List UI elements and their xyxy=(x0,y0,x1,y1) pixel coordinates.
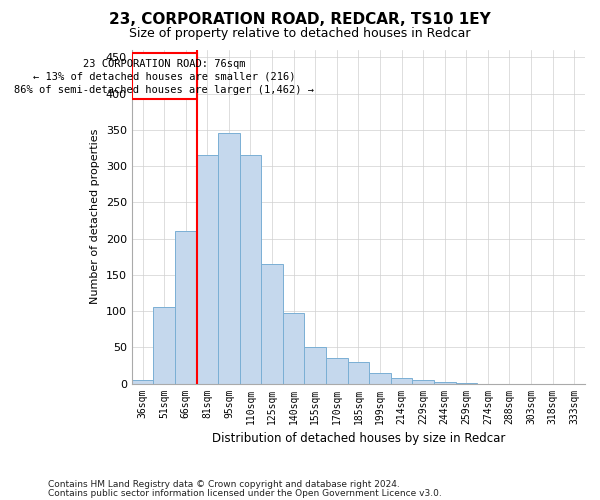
Y-axis label: Number of detached properties: Number of detached properties xyxy=(90,129,100,304)
Bar xyxy=(239,155,261,384)
Bar xyxy=(347,362,369,384)
Bar xyxy=(412,380,434,384)
Bar xyxy=(434,382,455,384)
Text: Size of property relative to detached houses in Redcar: Size of property relative to detached ho… xyxy=(129,28,471,40)
X-axis label: Distribution of detached houses by size in Redcar: Distribution of detached houses by size … xyxy=(212,432,505,445)
Text: 86% of semi-detached houses are larger (1,462) →: 86% of semi-detached houses are larger (… xyxy=(14,85,314,95)
Bar xyxy=(175,232,197,384)
Bar xyxy=(391,378,412,384)
Text: Contains HM Land Registry data © Crown copyright and database right 2024.: Contains HM Land Registry data © Crown c… xyxy=(48,480,400,489)
Text: ← 13% of detached houses are smaller (216): ← 13% of detached houses are smaller (21… xyxy=(33,72,295,82)
Bar xyxy=(132,380,154,384)
Bar xyxy=(369,372,391,384)
FancyBboxPatch shape xyxy=(132,53,197,98)
Bar xyxy=(455,383,477,384)
Bar xyxy=(326,358,347,384)
Bar xyxy=(283,313,304,384)
Bar xyxy=(197,155,218,384)
Text: 23 CORPORATION ROAD: 76sqm: 23 CORPORATION ROAD: 76sqm xyxy=(83,58,245,68)
Text: 23, CORPORATION ROAD, REDCAR, TS10 1EY: 23, CORPORATION ROAD, REDCAR, TS10 1EY xyxy=(109,12,491,28)
Bar xyxy=(261,264,283,384)
Text: Contains public sector information licensed under the Open Government Licence v3: Contains public sector information licen… xyxy=(48,488,442,498)
Bar xyxy=(218,134,239,384)
Bar xyxy=(154,308,175,384)
Bar xyxy=(304,348,326,384)
